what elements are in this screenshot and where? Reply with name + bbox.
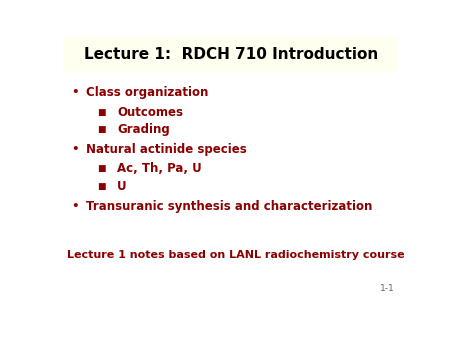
Text: Grading: Grading (117, 123, 170, 136)
Text: Ac, Th, Pa, U: Ac, Th, Pa, U (117, 162, 202, 175)
Text: ■: ■ (97, 125, 106, 134)
Text: Lecture 1:  RDCH 710 Introduction: Lecture 1: RDCH 710 Introduction (84, 47, 378, 62)
Text: •: • (72, 143, 79, 156)
Text: ■: ■ (97, 107, 106, 117)
Text: 1-1: 1-1 (380, 284, 395, 293)
Text: ■: ■ (97, 182, 106, 191)
FancyBboxPatch shape (63, 37, 398, 72)
Text: ■: ■ (97, 164, 106, 173)
Text: •: • (72, 199, 79, 213)
Text: U: U (117, 180, 127, 193)
Text: Transuranic synthesis and characterization: Transuranic synthesis and characterizati… (86, 199, 372, 213)
Text: Class organization: Class organization (86, 86, 208, 99)
Text: •: • (72, 86, 79, 99)
Text: Outcomes: Outcomes (117, 106, 183, 119)
Text: Lecture 1 notes based on LANL radiochemistry course: Lecture 1 notes based on LANL radiochemi… (67, 250, 405, 260)
Text: Natural actinide species: Natural actinide species (86, 143, 247, 156)
